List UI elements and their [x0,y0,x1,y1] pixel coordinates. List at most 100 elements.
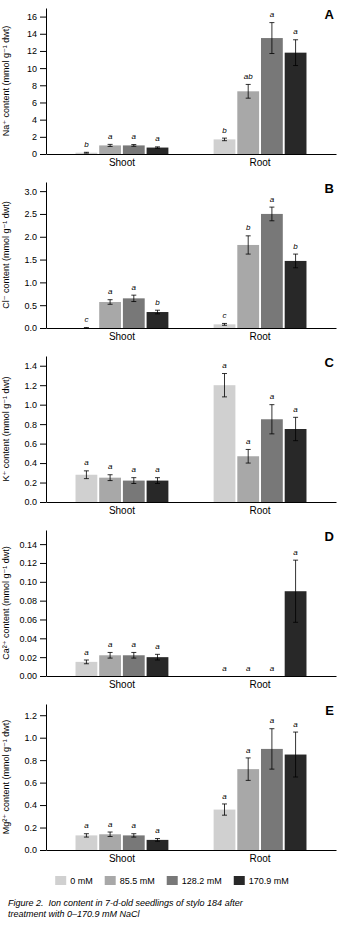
error-bar [269,405,274,434]
significance-letter: a [293,27,298,36]
legend-item: 85.5 mM [105,876,155,886]
significance-letter: a [108,640,113,649]
tick-mark [40,17,46,18]
tick-mark [40,601,46,602]
tick-mark [40,805,46,806]
tick-mark [40,676,46,677]
significance-letter: a [222,664,227,673]
y-axis: 0246810121416 [27,9,47,160]
tick-label: 12 [27,46,37,56]
tick: 1.5 [24,255,46,265]
bar-letters: aaaaaaaa [84,361,298,474]
bar [123,835,145,850]
legend-item: 170.9 mM [234,876,289,886]
axis-title: Na⁺ content (mmol g⁻¹ dwt) [1,26,11,137]
tick-mark [40,483,46,484]
bar [99,302,121,328]
tick: 1.2 [24,711,46,721]
significance-letter: b [293,242,298,251]
bar [214,139,236,154]
tick-mark [40,619,46,620]
significance-letter: a [84,458,89,467]
axis-domain [47,850,337,851]
tick-label: 1.0 [24,733,37,743]
tick-label: 0.0 [24,323,37,333]
bar [214,324,236,328]
significance-letter: a [222,361,227,370]
significance-letter: a [293,405,298,414]
tick-label: 0.04 [19,634,37,644]
tick-mark [40,68,46,69]
significance-letter: a [293,548,298,557]
axis-domain [47,502,337,503]
axis-domain [46,357,47,503]
error-bar [84,471,89,479]
error-bar [108,652,113,658]
x-axis: ShootRoot [47,155,337,169]
error-bar [155,147,160,148]
tick-mark [40,657,46,658]
error-bar [246,449,251,463]
tick: Shoot [109,157,135,168]
bar [261,38,283,154]
tick-mark [40,102,46,103]
tick-label: Shoot [109,505,135,516]
x-axis: ShootRoot [47,329,337,343]
tick-label: 6 [32,98,37,108]
error-bar [269,729,274,769]
tick: 0.00 [19,671,46,681]
plot-area: 0246810121416 Na⁺ content (mmol g⁻¹ dwt) S… [1,7,337,169]
bar [214,385,236,502]
panel: 0.000.020.040.060.080.100.120.14Ca²⁺ con… [1,529,337,691]
y-axis: 0.00.20.40.60.81.01.21.4 [24,357,46,508]
significance-letter: a [155,826,160,835]
error-bar [269,23,274,54]
error-bar [293,40,298,66]
panel: 0.00.20.40.60.81.01.2Mg²⁺ content (mmol … [1,703,337,865]
tick-mark [40,563,46,564]
tick: Root [249,853,270,864]
tick-mark [40,34,46,35]
significance-letter: a [270,10,275,19]
significance-letter: c [84,315,88,324]
significance-letter: a [155,642,160,651]
tick: 0.02 [19,653,46,663]
caption: Figure 2. Ion content in 7-d-old seedlin… [8,898,244,919]
tick: 0.8 [24,756,46,766]
axis-title: K⁺ content (mmol g⁻¹ dwt) [1,376,11,481]
tick-label: 0.8 [24,756,37,766]
tick-mark [40,463,46,464]
bar [76,328,98,329]
significance-letter: a [132,132,137,141]
tick-label: 0.8 [24,420,37,430]
tick: 2.0 [24,232,46,242]
significance-letter: a [270,716,275,725]
tick-mark [40,51,46,52]
tick-mark [40,738,46,739]
marks [76,374,307,502]
caption-line: Figure 2. Ion content in 7-d-old seedlin… [8,898,244,908]
significance-letter: b [222,126,227,135]
significance-letter: a [84,648,89,657]
tick: 0.4 [24,458,46,468]
tick-mark [40,85,46,86]
significance-letter: a [132,465,137,474]
tick: 1.4 [24,361,46,371]
tick-label: 16 [27,12,37,22]
error-bar [222,804,227,815]
marks [76,23,307,154]
significance-letter: b [155,298,160,307]
bar [237,769,259,850]
significance-letter: a [108,132,113,141]
tick-label: 0.14 [19,540,37,550]
bar [214,810,236,850]
tick-mark [40,385,46,386]
legend-swatch [167,876,178,885]
error-bar [131,478,136,484]
tick-label: 0.00 [19,671,37,681]
tick: Shoot [109,505,135,516]
significance-letter: a [222,792,227,801]
significance-letter: a [132,640,137,649]
tick-mark [40,137,46,138]
marks [76,560,307,676]
